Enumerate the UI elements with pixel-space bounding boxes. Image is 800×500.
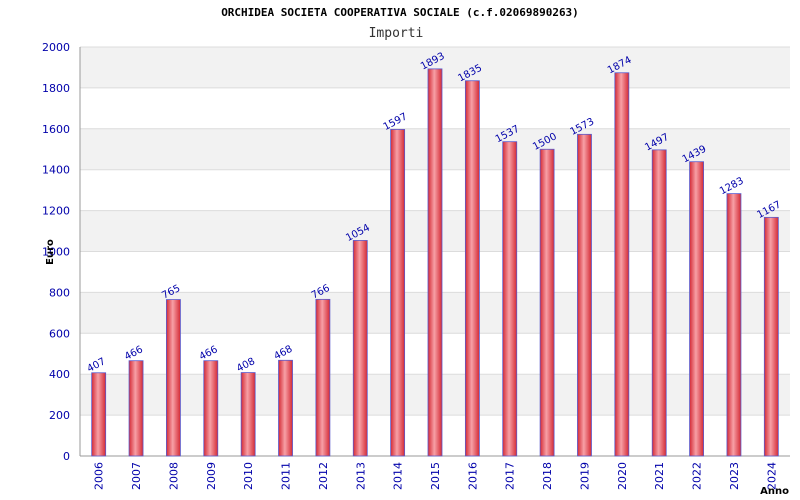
x-tick-label: 2017 [504, 462, 517, 490]
bar [651, 149, 667, 457]
y-axis-label: Euro [45, 239, 56, 265]
x-tick-label: 2021 [653, 462, 666, 490]
x-tick-label: 2023 [728, 462, 741, 490]
bar [539, 148, 555, 457]
x-axis-label: Anno [760, 486, 789, 497]
x-tick-label: 2018 [541, 462, 554, 490]
bar [427, 68, 443, 457]
x-tick-label: 2013 [354, 462, 367, 490]
x-tick-label: 2006 [93, 462, 106, 490]
x-tick-label: 2010 [242, 462, 255, 490]
bar [763, 216, 779, 457]
bar [203, 360, 219, 457]
x-tick-label: 2022 [691, 462, 704, 490]
y-tick-label: 600 [49, 327, 70, 340]
bar [240, 372, 256, 457]
x-tick-label: 2019 [578, 462, 591, 490]
x-tick-label: 2007 [130, 462, 143, 490]
y-tick-label: 1400 [42, 164, 70, 177]
bar [278, 359, 293, 457]
y-tick-label: 1000 [42, 246, 70, 259]
y-tick-label: 2000 [42, 41, 70, 54]
y-axis-ticks: 0 200 400 600 800 1000 1200 1400 1600 1800 2000 [42, 41, 70, 463]
bar [614, 72, 630, 457]
x-tick-label: 2020 [616, 462, 629, 490]
bars [91, 68, 779, 457]
bar [352, 240, 368, 457]
bar [464, 80, 480, 457]
y-tick-label: 800 [49, 286, 70, 299]
x-tick-label: 2014 [392, 462, 405, 490]
bar [689, 161, 704, 457]
bar [128, 360, 144, 457]
x-tick-label: 2024 [765, 462, 778, 490]
x-tick-label: 2015 [429, 462, 442, 490]
x-axis-ticks: 2006 2007 2008 2009 2010 2011 2012 2013 2014 2015… [93, 462, 779, 490]
bar [166, 299, 181, 457]
bar [91, 372, 107, 457]
x-tick-label: 2016 [466, 462, 479, 490]
x-tick-label: 2011 [280, 462, 293, 490]
y-tick-label: 400 [49, 368, 70, 381]
bar [577, 133, 592, 457]
y-tick-label: 200 [49, 409, 70, 422]
y-tick-label: 1600 [42, 123, 70, 136]
y-tick-label: 1800 [42, 82, 70, 95]
bar [390, 129, 406, 457]
x-tick-label: 2009 [205, 462, 218, 490]
chart-subtitle: Importi [369, 26, 424, 41]
bar [315, 298, 331, 457]
bar [726, 193, 742, 457]
chart-title: ORCHIDEA SOCIETA COOPERATIVA SOCIALE (c.… [221, 6, 579, 19]
bar [502, 141, 518, 457]
y-tick-label: 1200 [42, 205, 70, 218]
y-tick-label: 0 [63, 450, 70, 463]
x-tick-label: 2012 [317, 462, 330, 490]
x-tick-label: 2008 [167, 462, 180, 490]
